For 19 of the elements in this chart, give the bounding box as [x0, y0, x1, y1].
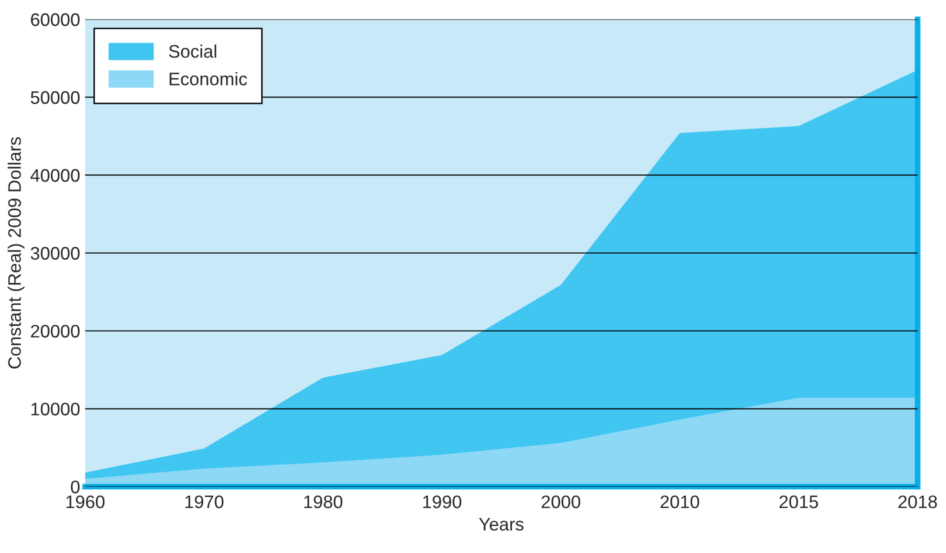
x-tick-label: 2015 [780, 495, 818, 508]
legend-label: Economic [170, 72, 247, 86]
x-tick-label: 2010 [660, 495, 700, 508]
x-tick-label: 2000 [542, 495, 580, 508]
y-tick-label: 30000 [30, 246, 80, 260]
y-tick-label: 40000 [30, 169, 80, 182]
y-tick-label: 20000 [30, 324, 80, 338]
x-axis-title: Years [479, 518, 524, 531]
y-tick-label: 60000 [30, 13, 80, 26]
y-axis-title: Constant (Real) 2009 Dollars [8, 137, 25, 368]
y-tick-label: 0 [70, 480, 80, 494]
y-tick-label: 10000 [31, 402, 80, 416]
y-tick-label: 50000 [30, 91, 80, 104]
legend-label: Social [169, 44, 216, 58]
x-tick-label: 2018 [898, 495, 937, 508]
x-tick-label: 1990 [423, 495, 462, 508]
x-tick-label: 1980 [304, 495, 342, 508]
x-tick-label: 1970 [185, 495, 224, 508]
x-tick-label: 1960 [66, 495, 105, 508]
